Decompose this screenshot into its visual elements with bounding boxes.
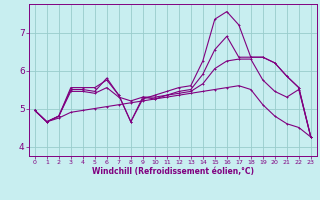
X-axis label: Windchill (Refroidissement éolien,°C): Windchill (Refroidissement éolien,°C): [92, 167, 254, 176]
